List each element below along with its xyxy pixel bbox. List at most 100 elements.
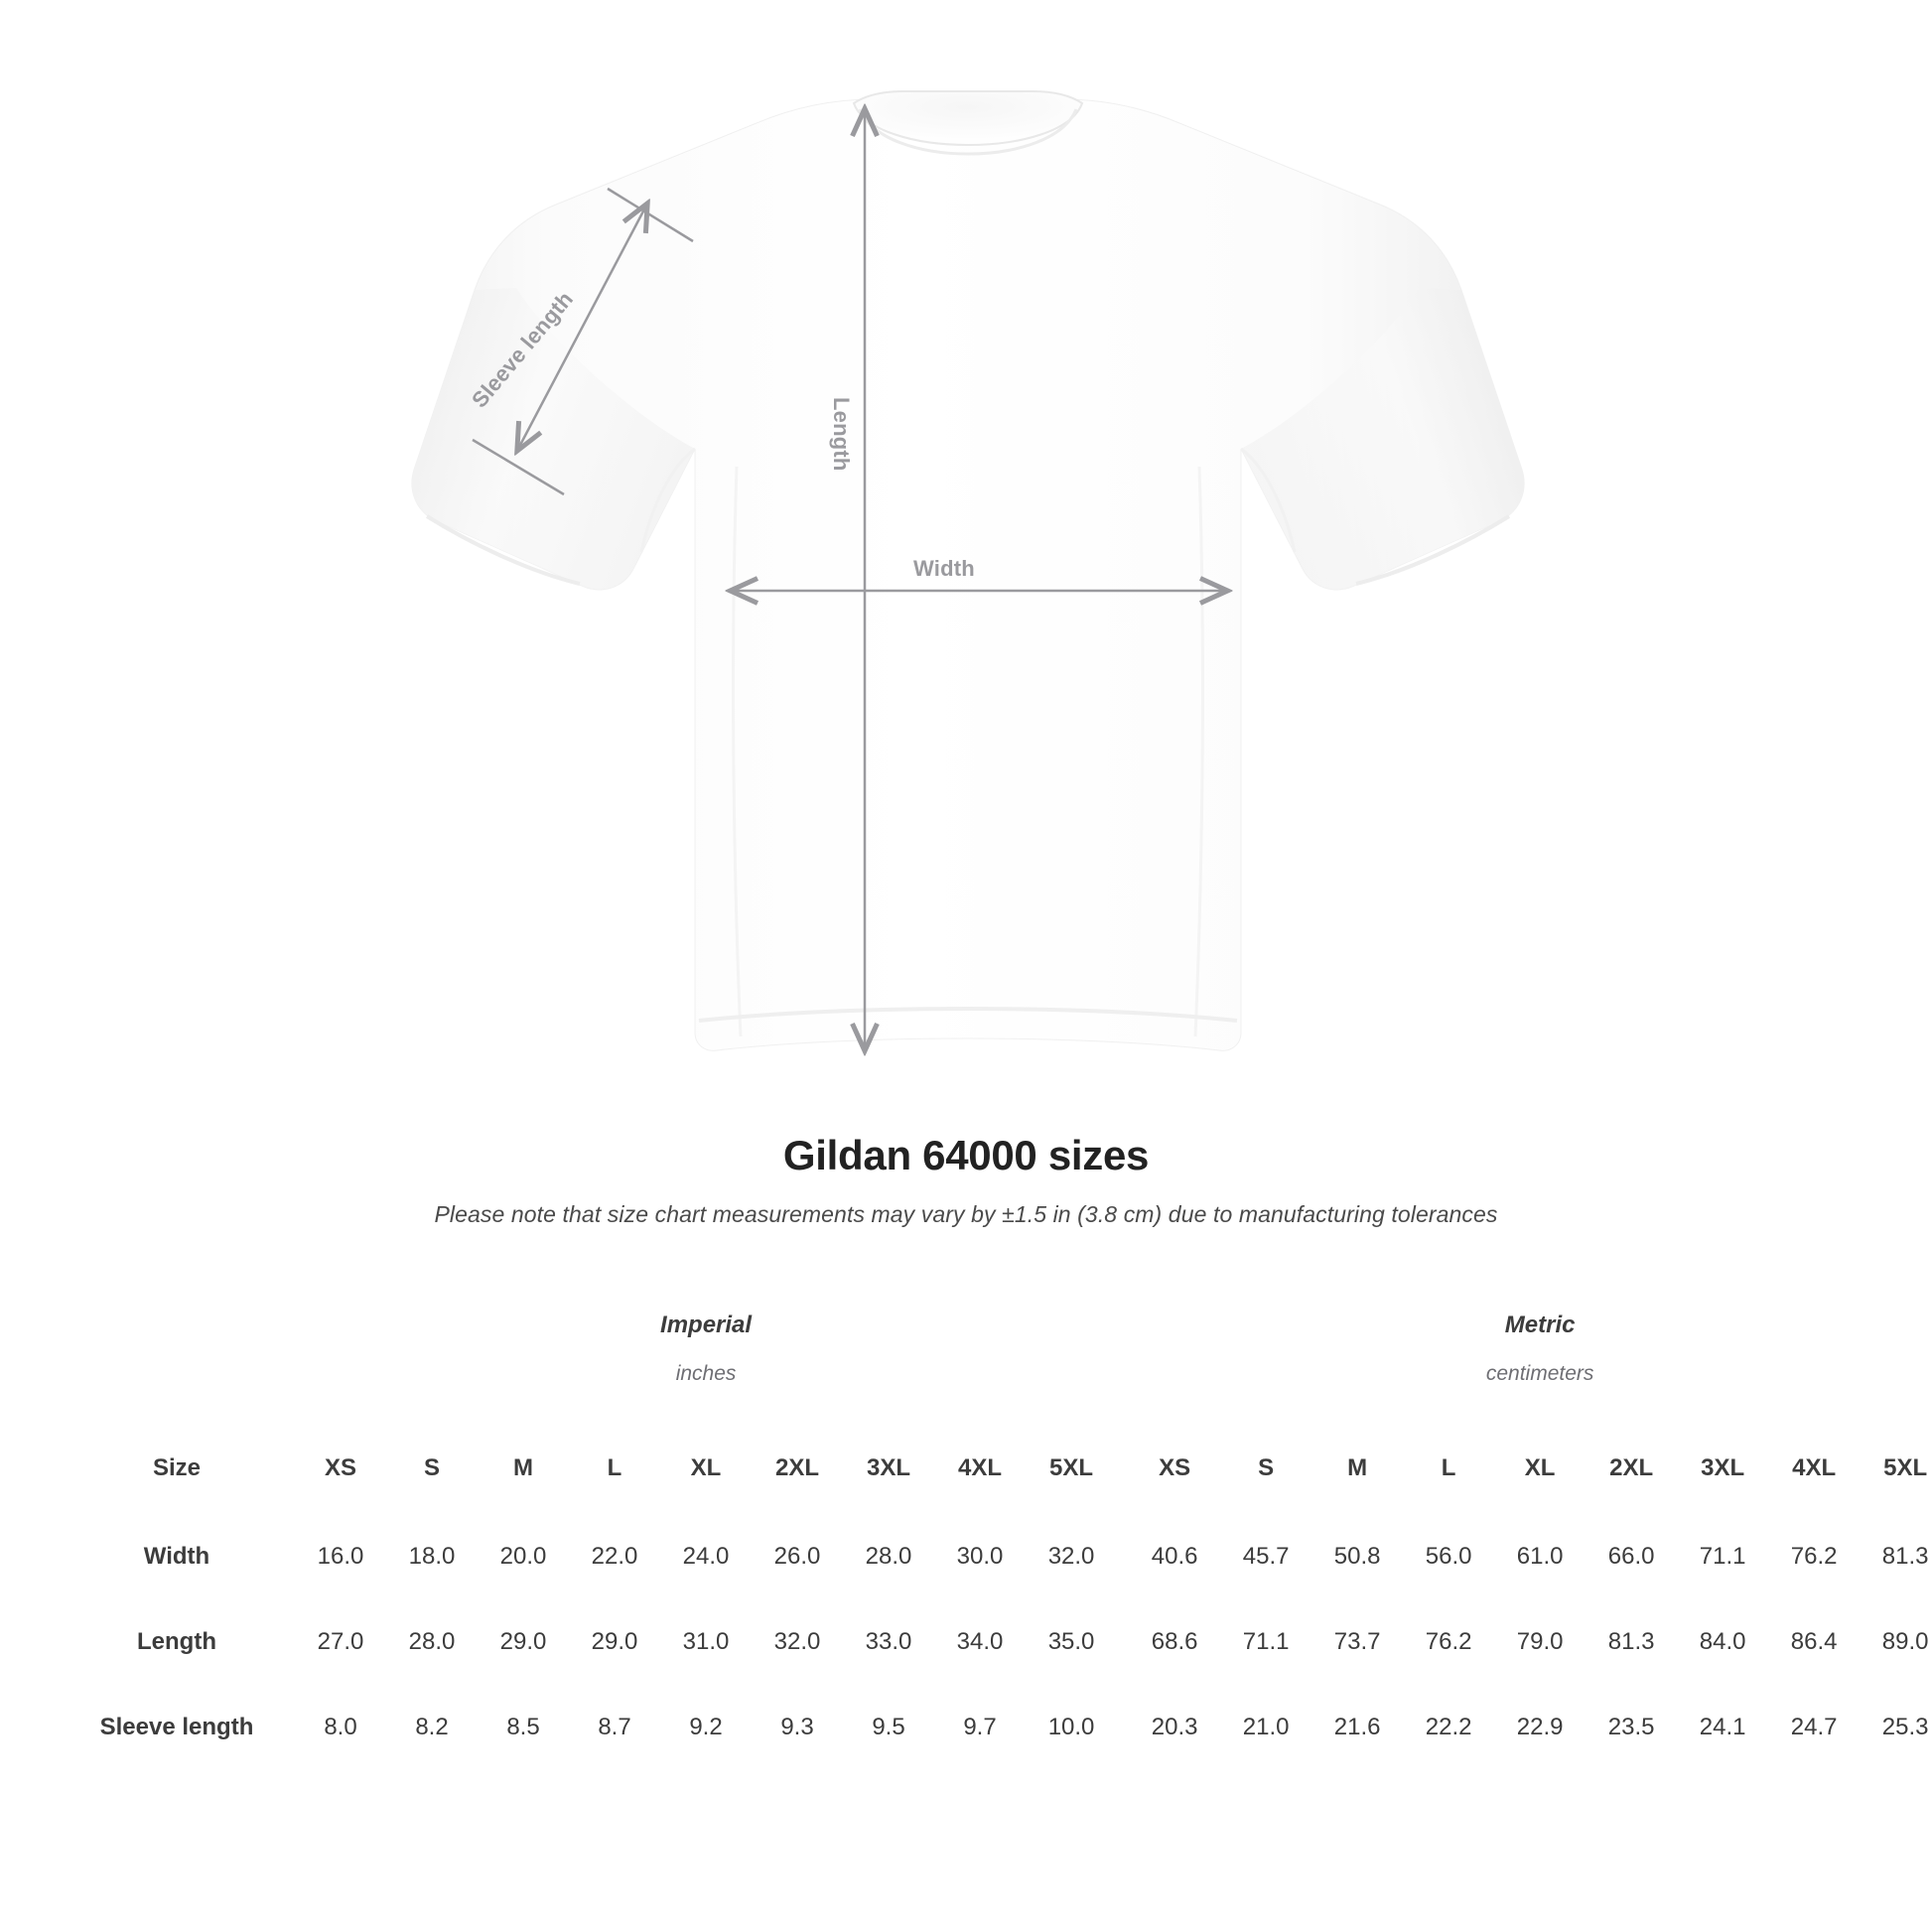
cell-width-imperial-xl: 24.0 (661, 1515, 751, 1598)
cell-length-imperial-l: 29.0 (570, 1600, 659, 1684)
cell-width-metric-m: 50.8 (1312, 1515, 1403, 1598)
cell-sleeve-length-metric-m: 21.6 (1312, 1686, 1403, 1769)
sleeve-bottom-tick (472, 438, 565, 496)
row-header-sleeve-length: Sleeve length (60, 1686, 294, 1769)
sleeve-length-arrow (518, 206, 646, 449)
metric-unit-header: Metric centimeters (1130, 1275, 1932, 1422)
table-row: Sleeve length 8.0 8.2 8.5 8.7 9.2 9.3 9.5 9.7 10.… (60, 1686, 1932, 1769)
cell-width-metric-s: 45.7 (1221, 1515, 1311, 1598)
cell-length-metric-s: 71.1 (1221, 1600, 1311, 1684)
size-header-metric-xl: XL (1495, 1424, 1586, 1513)
cell-sleeve-length-metric-4xl: 24.7 (1769, 1686, 1860, 1769)
size-header-imperial-3xl: 3XL (844, 1424, 933, 1513)
cell-width-imperial-m: 20.0 (479, 1515, 568, 1598)
cell-width-metric-3xl: 71.1 (1678, 1515, 1768, 1598)
size-row-divider (1118, 1424, 1129, 1513)
cell-width-imperial-4xl: 30.0 (935, 1515, 1025, 1598)
cell-sleeve-length-metric-xs: 20.3 (1130, 1686, 1220, 1769)
cell-length-metric-l: 76.2 (1404, 1600, 1494, 1684)
unit-row-divider (1118, 1275, 1129, 1422)
page-title: Gildan 64000 sizes (782, 1132, 1150, 1178)
cell-sleeve-length-metric-5xl: 25.3 (1861, 1686, 1932, 1769)
cell-width-imperial-s: 18.0 (387, 1515, 477, 1598)
row-header-length: Length (60, 1600, 294, 1684)
tshirt-diagram: Length Width Sleeve length (411, 90, 1525, 1122)
cell-sleeve-length-imperial-s: 8.2 (387, 1686, 477, 1769)
cell-sleeve-length-imperial-m: 8.5 (479, 1686, 568, 1769)
cell-width-metric-4xl: 76.2 (1769, 1515, 1860, 1598)
unit-header-row: Imperial inches Metric centimeters (60, 1275, 1932, 1422)
length-label: Length (829, 397, 854, 472)
cell-sleeve-length-metric-s: 21.0 (1221, 1686, 1311, 1769)
cell-sleeve-length-metric-2xl: 23.5 (1587, 1686, 1677, 1769)
imperial-unit-name: Imperial (660, 1311, 753, 1338)
cell-length-imperial-xs: 27.0 (296, 1600, 385, 1684)
size-header-imperial-s: S (387, 1424, 477, 1513)
size-header-metric-m: M (1312, 1424, 1403, 1513)
metric-unit-sub: centimeters (1485, 1361, 1594, 1385)
cell-sleeve-length-imperial-5xl: 10.0 (1027, 1686, 1117, 1769)
row-header-width: Width (60, 1515, 294, 1598)
cell-width-imperial-3xl: 28.0 (844, 1515, 933, 1598)
cell-length-metric-xl: 79.0 (1495, 1600, 1586, 1684)
cell-length-imperial-2xl: 32.0 (753, 1600, 842, 1684)
size-header-metric-5xl: 5XL (1861, 1424, 1932, 1513)
size-header-metric-s: S (1221, 1424, 1311, 1513)
size-header-imperial-l: L (570, 1424, 659, 1513)
size-header-metric-4xl: 4XL (1769, 1424, 1860, 1513)
cell-sleeve-length-metric-3xl: 24.1 (1678, 1686, 1768, 1769)
tshirt-illustration (411, 90, 1525, 1122)
size-header-imperial-4xl: 4XL (935, 1424, 1025, 1513)
row-divider (1118, 1600, 1129, 1684)
cell-sleeve-length-imperial-xl: 9.2 (661, 1686, 751, 1769)
sleeve-top-tick (607, 187, 694, 243)
cell-sleeve-length-imperial-4xl: 9.7 (935, 1686, 1025, 1769)
cell-length-imperial-m: 29.0 (479, 1600, 568, 1684)
metric-unit-name: Metric (1504, 1311, 1576, 1338)
cell-sleeve-length-imperial-l: 8.7 (570, 1686, 659, 1769)
width-label: Width (913, 556, 975, 581)
size-header-row: Size XS S M L XL 2XL 3XL 4XL 5XL XS S M L XL 2XL 3XL 4XL 5… (60, 1424, 1932, 1513)
size-header-imperial-xs: XS (296, 1424, 385, 1513)
cell-width-imperial-2xl: 26.0 (753, 1515, 842, 1598)
cell-length-imperial-4xl: 34.0 (935, 1600, 1025, 1684)
size-header-metric-3xl: 3XL (1678, 1424, 1768, 1513)
cell-length-metric-2xl: 81.3 (1587, 1600, 1677, 1684)
cell-sleeve-length-imperial-3xl: 9.5 (844, 1686, 933, 1769)
size-chart-table: Imperial inches Metric centimeters Size XS S M L… (58, 1273, 1932, 1771)
cell-length-imperial-5xl: 35.0 (1027, 1600, 1117, 1684)
cell-length-imperial-xl: 31.0 (661, 1600, 751, 1684)
tolerance-note: Please note that size chart measurements… (434, 1201, 1498, 1227)
cell-sleeve-length-imperial-xs: 8.0 (296, 1686, 385, 1769)
size-header-metric-xs: XS (1130, 1424, 1220, 1513)
cell-width-imperial-l: 22.0 (570, 1515, 659, 1598)
size-header-metric-l: L (1404, 1424, 1494, 1513)
cell-sleeve-length-metric-xl: 22.9 (1495, 1686, 1586, 1769)
table-row: Length 27.0 28.0 29.0 29.0 31.0 32.0 33.0 34.0 35… (60, 1600, 1932, 1684)
cell-width-metric-xs: 40.6 (1130, 1515, 1220, 1598)
size-corner-label: Size (60, 1424, 294, 1513)
cell-length-metric-5xl: 89.0 (1861, 1600, 1932, 1684)
cell-width-imperial-5xl: 32.0 (1027, 1515, 1117, 1598)
imperial-unit-sub: inches (675, 1361, 737, 1385)
cell-width-imperial-xs: 16.0 (296, 1515, 385, 1598)
table-row: Width 16.0 18.0 20.0 22.0 24.0 26.0 28.0 30.0 32.… (60, 1515, 1932, 1598)
cell-length-metric-xs: 68.6 (1130, 1600, 1220, 1684)
row-divider (1118, 1515, 1129, 1598)
size-header-imperial-m: M (479, 1424, 568, 1513)
size-header-imperial-2xl: 2XL (753, 1424, 842, 1513)
imperial-unit-header: Imperial inches (296, 1275, 1117, 1422)
title-block: Gildan 64000 sizes Please note that size… (0, 1132, 1932, 1228)
cell-width-metric-5xl: 81.3 (1861, 1515, 1932, 1598)
size-header-imperial-5xl: 5XL (1027, 1424, 1117, 1513)
measurement-lines (472, 111, 1225, 1048)
cell-width-metric-2xl: 66.0 (1587, 1515, 1677, 1598)
size-header-imperial-xl: XL (661, 1424, 751, 1513)
cell-width-metric-l: 56.0 (1404, 1515, 1494, 1598)
cell-length-imperial-3xl: 33.0 (844, 1600, 933, 1684)
row-divider (1118, 1686, 1129, 1769)
cell-length-metric-3xl: 84.0 (1678, 1600, 1768, 1684)
cell-length-metric-4xl: 86.4 (1769, 1600, 1860, 1684)
size-header-metric-2xl: 2XL (1587, 1424, 1677, 1513)
cell-width-metric-xl: 61.0 (1495, 1515, 1586, 1598)
